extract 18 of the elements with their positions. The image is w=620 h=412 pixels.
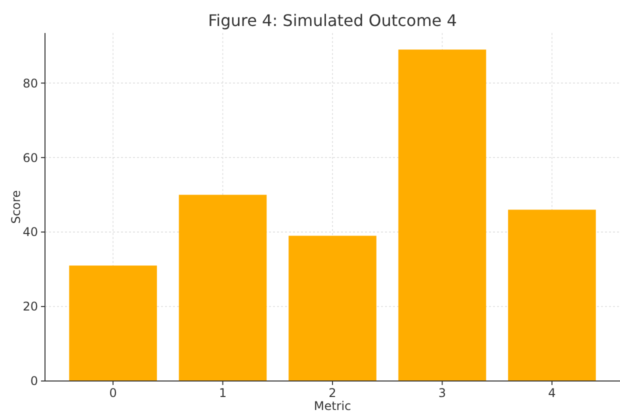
- y-tick-label: 0: [30, 374, 38, 388]
- bar: [398, 50, 486, 381]
- y-axis-title: Score: [9, 190, 23, 224]
- bar: [288, 236, 376, 381]
- bar: [508, 210, 596, 381]
- x-tick-label: 4: [548, 386, 556, 400]
- x-tick-label: 2: [328, 386, 336, 400]
- y-tick-label: 80: [22, 76, 38, 90]
- bar: [69, 266, 157, 381]
- y-tick-label: 20: [22, 300, 38, 314]
- y-tick-label: 60: [22, 150, 38, 165]
- x-tick-label: 1: [218, 386, 227, 400]
- bar: [178, 194, 267, 381]
- x-axis-title: Metric: [314, 399, 352, 412]
- x-tick-label: 3: [438, 386, 446, 400]
- x-tick-label: 0: [109, 386, 117, 400]
- chart-title: Figure 4: Simulated Outcome 4: [208, 11, 457, 30]
- y-tick-label: 40: [22, 225, 38, 240]
